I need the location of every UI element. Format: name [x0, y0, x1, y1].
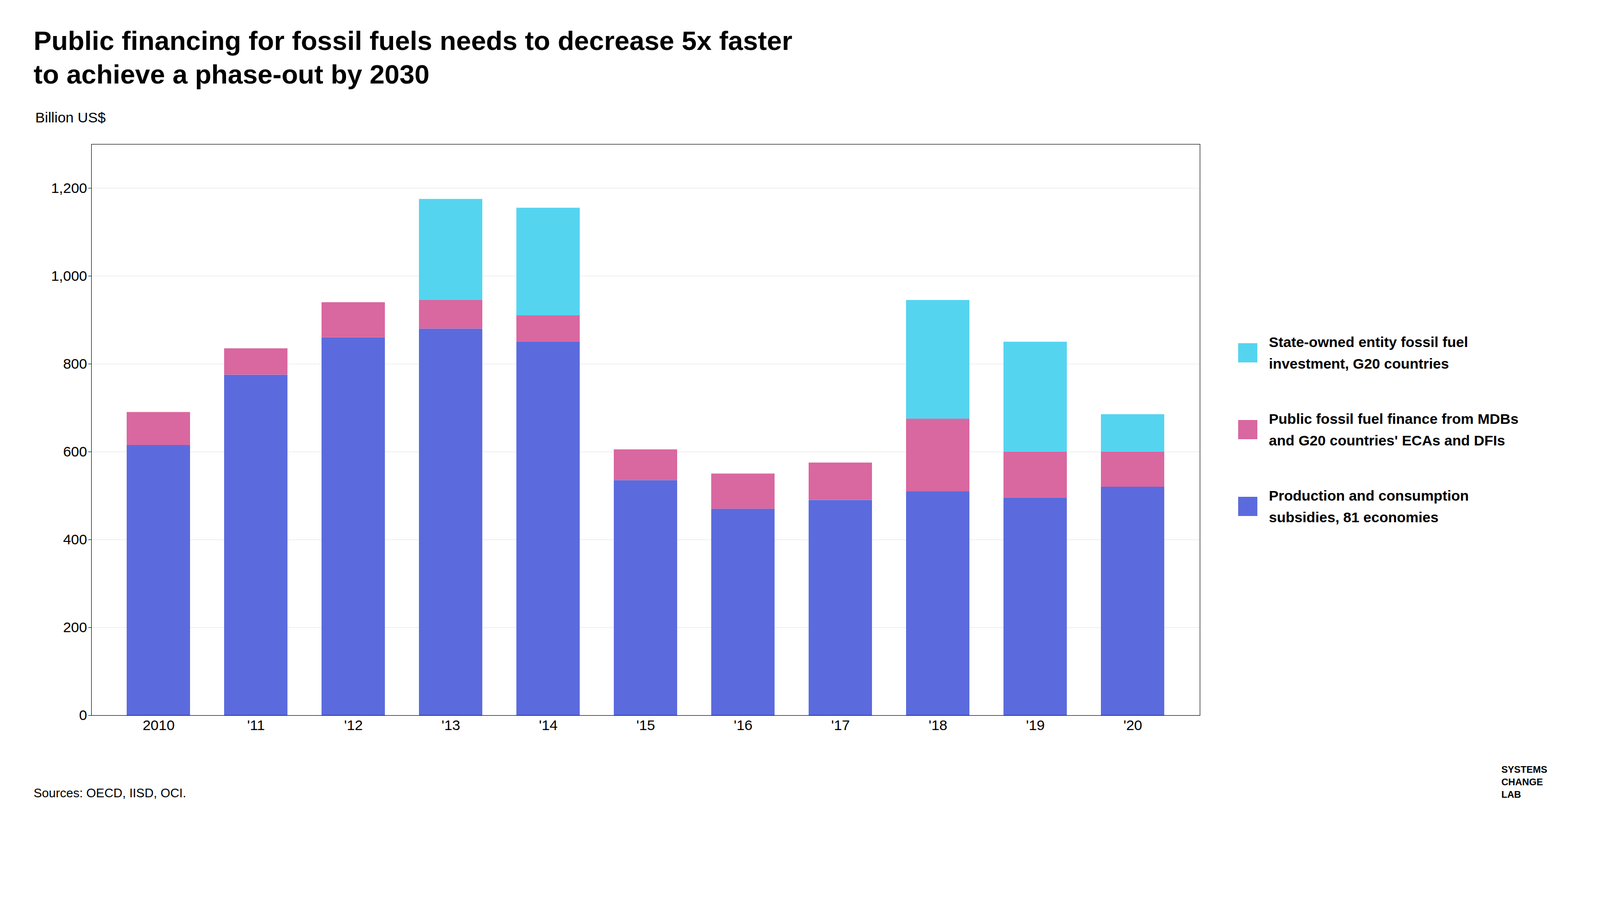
svg-text:'14: '14 — [538, 716, 558, 733]
svg-text:1,200: 1,200 — [50, 179, 87, 196]
svg-text:'15: '15 — [636, 716, 656, 733]
html-text:State-owned entity fossil fuel: State-owned entity fossil fuel investmen… — [1268, 334, 1469, 372]
svg-text:400: 400 — [62, 531, 87, 548]
html-text:SYSTEMS: SYSTEMS — [1501, 764, 1548, 775]
svg-text:200: 200 — [62, 619, 87, 635]
html-text:Sources: OECD, IISD, OCI.: Sources: OECD, IISD, OCI. — [33, 785, 187, 800]
svg-text:Billion US$: Billion US$ — [35, 110, 107, 126]
svg-text:'11: '11 — [247, 716, 265, 733]
svg-text:'17: '17 — [831, 716, 850, 733]
html-text:Production and consumption sub: Production and consumption subsidies, 81… — [1268, 487, 1469, 526]
svg-text:'12: '12 — [344, 716, 363, 733]
svg-text:'20: '20 — [1123, 716, 1143, 733]
svg-text:'16: '16 — [733, 716, 753, 733]
html-text:Public financing for fossil fu: Public financing for fossil fuels needs … — [33, 25, 793, 56]
svg-text:1,000: 1,000 — [50, 267, 87, 284]
svg-text:'18: '18 — [928, 716, 948, 733]
html-text:CHANGE: CHANGE — [1501, 776, 1543, 788]
html-text:Public fossil fuel finance fro: Public fossil fuel finance from MDBs and… — [1268, 410, 1519, 449]
svg-text:2010: 2010 — [142, 716, 175, 733]
html-text:LAB: LAB — [1501, 788, 1522, 800]
svg-text:'19: '19 — [1026, 716, 1045, 733]
svg-text:0: 0 — [79, 706, 88, 723]
svg-text:'13: '13 — [441, 716, 461, 733]
html-text:to achieve a phase-out by 2030: to achieve a phase-out by 2030 — [33, 59, 430, 90]
svg-text:800: 800 — [62, 355, 87, 372]
svg-text:600: 600 — [62, 443, 87, 460]
